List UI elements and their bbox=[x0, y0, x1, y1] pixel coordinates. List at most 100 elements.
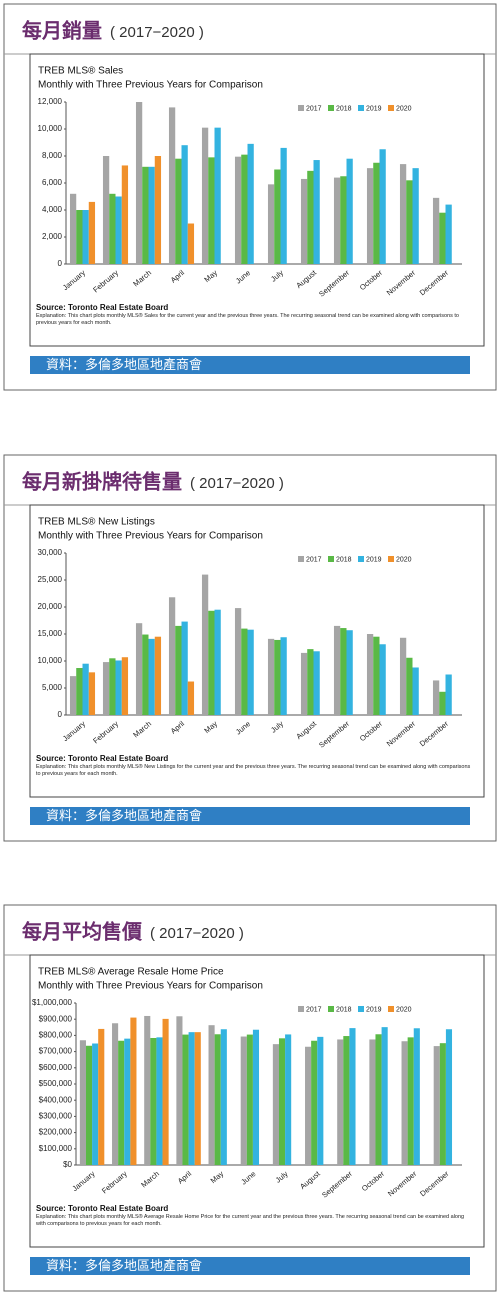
bar bbox=[285, 1034, 292, 1165]
chart-subtitle: Monthly with Three Previous Years for Co… bbox=[38, 80, 263, 91]
bar bbox=[439, 691, 446, 715]
panel-heading: 每月新掛牌待售量 bbox=[22, 469, 182, 493]
bar bbox=[148, 166, 155, 264]
bar bbox=[208, 1025, 215, 1165]
bar bbox=[118, 1040, 125, 1165]
bar bbox=[366, 168, 374, 264]
explanation: Explanation: This chart plots monthly ML… bbox=[36, 764, 471, 777]
bar bbox=[246, 1034, 253, 1165]
bar bbox=[381, 1027, 388, 1165]
bar bbox=[162, 1018, 169, 1165]
banner-text: 資料：多倫多地區地產商會 bbox=[46, 1258, 202, 1273]
legend-label: 2017 bbox=[306, 556, 322, 563]
bar bbox=[337, 1039, 344, 1165]
legend-swatch bbox=[328, 1006, 334, 1012]
bar bbox=[88, 201, 96, 264]
bar bbox=[439, 1043, 446, 1165]
y-tick-label: $400,000 bbox=[39, 1095, 73, 1104]
bar bbox=[181, 621, 188, 715]
legend-swatch bbox=[358, 1006, 364, 1012]
bar bbox=[274, 639, 281, 715]
bar bbox=[109, 658, 116, 715]
bar bbox=[201, 127, 209, 265]
y-tick-label: $0 bbox=[63, 1160, 72, 1169]
banner bbox=[30, 356, 470, 374]
bar bbox=[142, 166, 149, 264]
chart-frame bbox=[29, 504, 485, 798]
legend-label: 2019 bbox=[366, 105, 382, 112]
bar bbox=[121, 657, 129, 715]
banner bbox=[30, 807, 470, 825]
legend-label: 2019 bbox=[366, 556, 382, 563]
legend-swatch bbox=[298, 556, 304, 562]
bar bbox=[399, 164, 407, 264]
bar bbox=[445, 674, 452, 715]
y-tick-label: 0 bbox=[58, 259, 63, 268]
bar bbox=[272, 1044, 279, 1165]
bar bbox=[154, 156, 162, 264]
bar bbox=[340, 176, 347, 264]
legend-swatch bbox=[388, 105, 394, 111]
y-tick-label: 10,000 bbox=[38, 656, 63, 665]
bar bbox=[115, 196, 122, 264]
bar bbox=[85, 1045, 93, 1165]
legend-label: 2019 bbox=[366, 1006, 382, 1013]
legend-swatch bbox=[358, 556, 364, 562]
explanation-box: Explanation: This chart plots monthly ML… bbox=[36, 764, 471, 777]
y-tick-label: $300,000 bbox=[39, 1112, 73, 1121]
chart-subtitle: Monthly with Three Previous Years for Co… bbox=[38, 531, 263, 542]
bar bbox=[194, 1032, 201, 1165]
bar bbox=[369, 1039, 376, 1165]
y-tick-label: 12,000 bbox=[38, 97, 63, 106]
y-tick-label: $500,000 bbox=[39, 1079, 73, 1088]
bar bbox=[247, 629, 254, 715]
panel-period: ( 2017−2020 ) bbox=[110, 24, 204, 41]
y-tick-label: 0 bbox=[58, 710, 63, 719]
bar bbox=[445, 204, 452, 264]
y-tick-label: 6,000 bbox=[42, 178, 63, 187]
chart-title: TREB MLS® New Listings bbox=[38, 517, 155, 528]
bar bbox=[366, 634, 374, 715]
source: Source: Toronto Real Estate Board bbox=[36, 303, 168, 312]
bar bbox=[278, 1038, 286, 1165]
y-tick-label: 30,000 bbox=[38, 548, 63, 557]
bar bbox=[142, 634, 149, 715]
bar bbox=[311, 1040, 318, 1165]
bar bbox=[413, 1028, 420, 1165]
bar bbox=[208, 157, 215, 264]
bar bbox=[300, 178, 308, 264]
bar bbox=[187, 681, 195, 715]
bar bbox=[102, 156, 110, 264]
bar bbox=[76, 210, 83, 264]
legend-swatch bbox=[328, 105, 334, 111]
explanation: Explanation: This chart plots monthly ML… bbox=[36, 1214, 465, 1227]
bar bbox=[154, 636, 162, 715]
bar bbox=[412, 168, 419, 264]
bar bbox=[412, 667, 419, 715]
bar bbox=[102, 662, 110, 715]
bar bbox=[69, 193, 77, 264]
bar bbox=[135, 623, 143, 715]
bar bbox=[241, 154, 248, 264]
y-tick-label: $600,000 bbox=[39, 1063, 73, 1072]
bar bbox=[121, 165, 129, 264]
y-tick-label: $800,000 bbox=[39, 1031, 73, 1040]
legend-label: 2018 bbox=[336, 556, 352, 563]
y-tick-label: 8,000 bbox=[42, 151, 63, 160]
bar bbox=[445, 1029, 453, 1165]
y-tick-label: $200,000 bbox=[39, 1128, 73, 1137]
bar bbox=[333, 177, 341, 264]
bar bbox=[349, 1028, 356, 1165]
chart-frame bbox=[29, 53, 485, 347]
bar bbox=[433, 1046, 440, 1165]
bar bbox=[187, 223, 195, 264]
explanation: Explanation: This chart plots monthly ML… bbox=[36, 313, 459, 326]
bar bbox=[176, 1016, 183, 1165]
bar bbox=[313, 160, 320, 264]
bar bbox=[407, 1037, 414, 1165]
bar bbox=[432, 680, 440, 715]
y-tick-label: 4,000 bbox=[42, 205, 63, 214]
bar bbox=[112, 1023, 119, 1165]
y-tick-label: $900,000 bbox=[39, 1014, 73, 1023]
